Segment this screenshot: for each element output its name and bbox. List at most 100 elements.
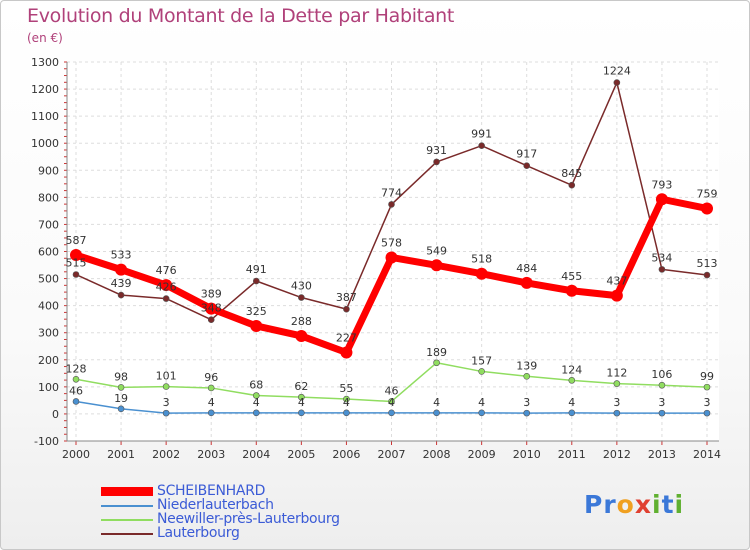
data-label-scheibenhard: 227 [336, 331, 357, 344]
data-label-niederlauterbach: 19 [114, 392, 128, 405]
x-tick-label: 2010 [513, 448, 541, 461]
point-lauterbourg [343, 305, 350, 313]
data-label-niederlauterbach: 4 [433, 396, 440, 409]
point-lauterbourg [72, 271, 80, 278]
point-lauterbourg [568, 181, 576, 189]
point-lauterbourg [703, 271, 711, 279]
point-scheibenhard [160, 279, 173, 292]
point-niederlauterbach [523, 409, 531, 417]
x-tick-label: 2008 [423, 448, 451, 461]
x-tick-label: 2009 [468, 448, 496, 461]
data-label-niederlauterbach: 3 [704, 396, 711, 409]
data-label-lauterbourg: 931 [426, 144, 447, 157]
chart-subtitle: (en €) [27, 31, 63, 45]
point-neewiller [658, 381, 666, 389]
point-niederlauterbach [613, 409, 621, 417]
x-tick-label: 2004 [242, 448, 270, 461]
point-neewiller [523, 372, 531, 380]
point-neewiller [252, 392, 260, 399]
y-tick-label: 600 [38, 246, 59, 259]
data-label-lauterbourg: 991 [471, 128, 492, 141]
proxiti-logo: Proxiti [584, 490, 684, 519]
x-tick-label: 2003 [197, 448, 225, 461]
point-lauterbourg [523, 162, 531, 169]
y-tick-label: 200 [38, 354, 59, 367]
data-label-lauterbourg: 917 [516, 148, 537, 161]
point-scheibenhard [565, 284, 578, 297]
logo-letter: P [584, 490, 604, 519]
data-label-neewiller: 99 [700, 370, 714, 383]
data-label-lauterbourg: 1224 [603, 65, 631, 78]
data-label-scheibenhard: 389 [201, 288, 222, 301]
point-scheibenhard [475, 267, 488, 280]
point-neewiller [207, 384, 215, 392]
legend-label-scheibenhard: SCHEIBENHARD [157, 483, 266, 499]
point-niederlauterbach [343, 409, 350, 417]
point-niederlauterbach [298, 409, 305, 417]
data-label-scheibenhard: 518 [471, 253, 492, 266]
point-lauterbourg [388, 201, 395, 208]
point-scheibenhard [115, 263, 128, 276]
point-niederlauterbach [72, 398, 80, 405]
point-scheibenhard [655, 193, 668, 206]
data-label-scheibenhard: 533 [111, 249, 132, 262]
y-tick-label: 300 [38, 327, 59, 340]
legend-swatch-niederlauterbach [101, 505, 153, 507]
point-neewiller [343, 395, 350, 403]
y-tick-label: 900 [38, 164, 59, 177]
data-label-neewiller: 98 [114, 370, 128, 383]
point-scheibenhard [205, 302, 218, 315]
point-niederlauterbach [703, 409, 711, 417]
y-tick-label: 0 [52, 408, 59, 421]
x-tick-label: 2014 [693, 448, 721, 461]
chart-title: Evolution du Montant de la Dette par Hab… [27, 5, 455, 27]
data-label-lauterbourg: 491 [246, 263, 267, 276]
y-tick-label: 400 [38, 300, 59, 313]
data-label-lauterbourg: 430 [291, 280, 312, 293]
data-label-niederlauterbach: 4 [253, 396, 260, 409]
data-label-scheibenhard: 793 [651, 178, 672, 191]
point-neewiller [388, 398, 395, 405]
logo-letter: i [652, 490, 662, 519]
logo-letter: i [674, 490, 685, 519]
point-niederlauterbach [207, 409, 215, 417]
point-niederlauterbach [658, 409, 666, 417]
point-scheibenhard [701, 202, 713, 215]
data-label-lauterbourg: 348 [201, 302, 222, 315]
point-lauterbourg [613, 79, 621, 86]
data-label-neewiller: 189 [426, 346, 447, 359]
y-tick-label: -100 [34, 435, 59, 448]
data-label-niederlauterbach: 4 [388, 396, 395, 409]
y-tick-label: 1300 [31, 56, 59, 69]
y-tick-label: 1000 [31, 137, 59, 150]
logo-letter: t [661, 490, 675, 519]
point-lauterbourg [162, 295, 170, 302]
point-niederlauterbach [433, 409, 440, 417]
data-label-scheibenhard: 288 [291, 315, 312, 328]
data-label-neewiller: 46 [385, 384, 399, 397]
point-lauterbourg [207, 316, 215, 324]
data-label-neewiller: 62 [294, 380, 308, 393]
data-label-scheibenhard: 587 [66, 234, 87, 247]
point-neewiller [117, 384, 125, 391]
data-label-scheibenhard: 455 [561, 270, 582, 283]
point-lauterbourg [117, 291, 125, 299]
point-lauterbourg [478, 142, 485, 149]
data-label-neewiller: 106 [651, 368, 672, 381]
x-tick-label: 2011 [558, 448, 586, 461]
point-niederlauterbach [252, 409, 260, 417]
data-label-lauterbourg: 387 [336, 291, 357, 304]
logo-letter: x [634, 490, 652, 519]
data-label-neewiller: 96 [204, 371, 218, 384]
data-label-niederlauterbach: 4 [478, 396, 485, 409]
legend-swatch-scheibenhard [101, 487, 153, 496]
x-tick-label: 2013 [648, 448, 676, 461]
point-neewiller [298, 393, 305, 401]
point-neewiller [72, 375, 80, 383]
point-neewiller [613, 380, 621, 387]
point-scheibenhard [70, 249, 82, 262]
x-tick-label: 2000 [62, 448, 90, 461]
data-label-scheibenhard: 325 [246, 305, 267, 318]
data-label-lauterbourg: 534 [651, 251, 672, 264]
data-label-niederlauterbach: 3 [613, 396, 620, 409]
